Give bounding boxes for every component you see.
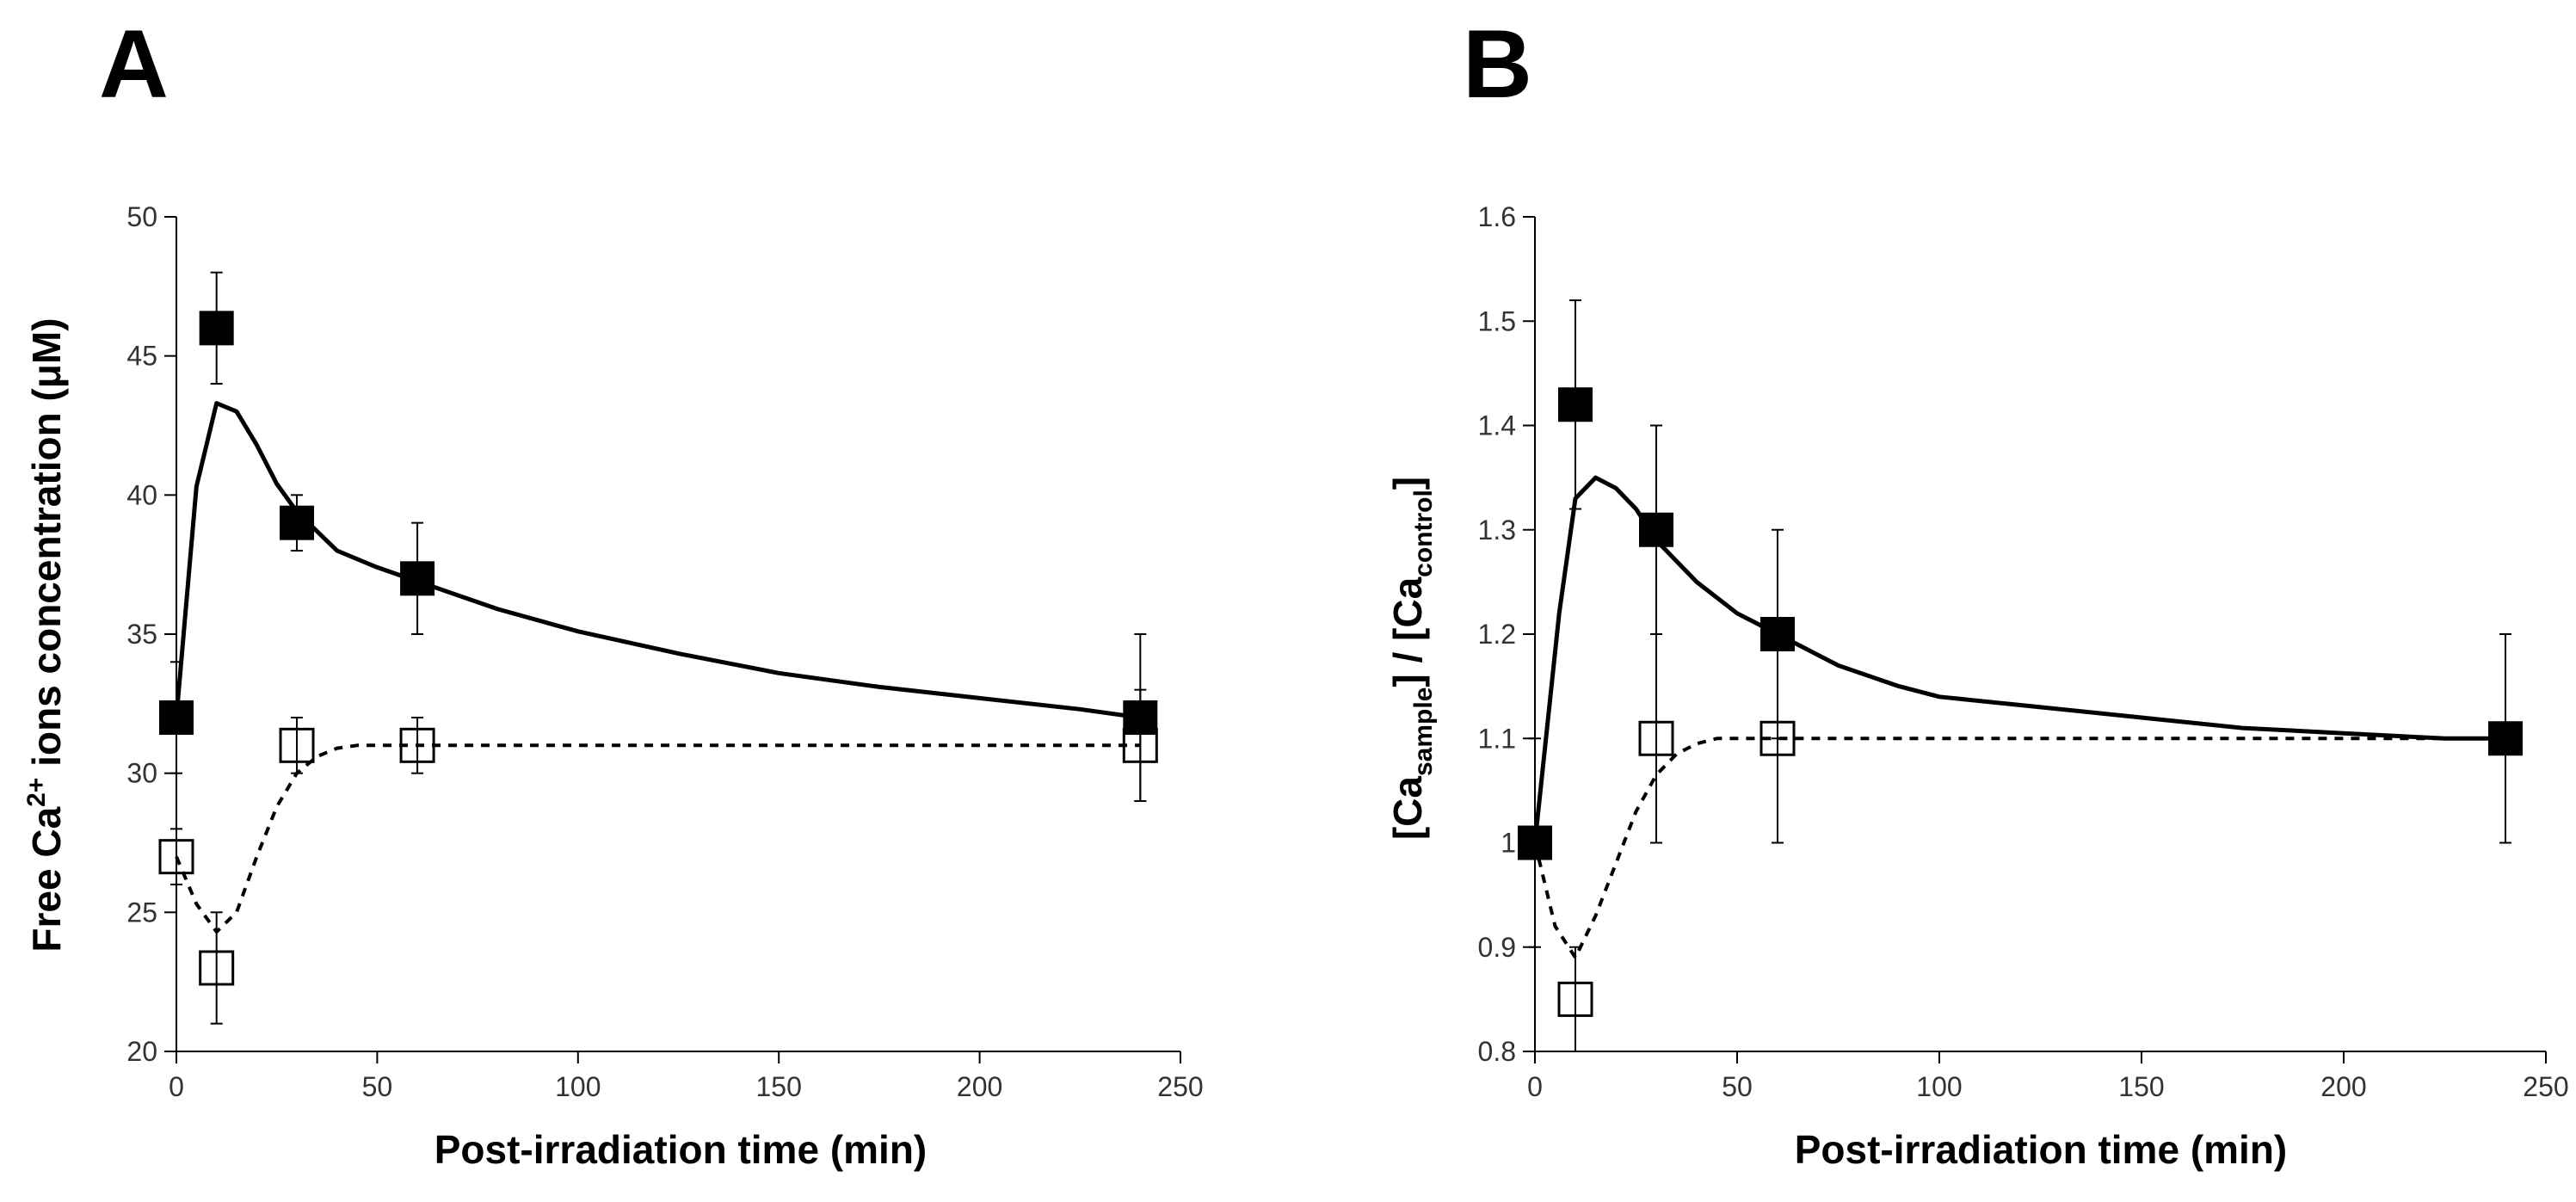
panel-a-control-point	[1122, 727, 1158, 763]
panel-b-control-point	[1759, 720, 1796, 756]
panel-a-y-tick-label: 30	[126, 758, 157, 789]
panel-a-axes: 20 25 30 35 40 45 50 0 50 100 150 200 250	[126, 201, 1203, 1102]
panel-b-y-tick-label: 1.4	[1478, 410, 1516, 441]
panel-b-control-fit-curve	[1533, 737, 2505, 959]
panel-a-irradiated-fit-curve	[174, 401, 1143, 720]
panel-a-irradiated-point	[400, 561, 435, 596]
panel-a-x-tick-label: 150	[756, 1071, 802, 1102]
panel-a-data-marks	[158, 271, 1158, 1025]
panel-a-y-tick-label: 35	[126, 619, 157, 650]
panel-b-data-marks	[1518, 299, 2523, 1052]
panel-a-control-fit-curve	[175, 743, 1141, 934]
panel-b-y-tick-label: 1.5	[1478, 305, 1516, 336]
panel-b-x-tick-label: 50	[1722, 1071, 1753, 1102]
panel-b-y-tick-label: 1.1	[1478, 723, 1516, 754]
panel-a-y-tick-label: 25	[126, 897, 157, 928]
panel-b-label: B	[1463, 10, 1532, 118]
panel-b-control-point	[1557, 981, 1593, 1017]
panel-a-irradiated-point	[199, 311, 234, 346]
panel-a: A 20 25 30 35 40 45 50 0 50 100 150 200 250 Post-irr…	[22, 10, 1204, 1172]
panel-a-x-tick-label: 250	[1157, 1071, 1203, 1102]
panel-b-x-tick-label: 200	[2320, 1071, 2366, 1102]
panel-b-x-tick-label: 250	[2523, 1071, 2568, 1102]
panel-b-irradiated-point	[1558, 387, 1593, 422]
panel-a-control-point	[279, 727, 315, 763]
panel-a-label: A	[99, 10, 169, 118]
panel-b: B 0.8 0.9 1 1.1 1.2 1.3 1.4 1.5 1.6 0 50 100 150 200 2…	[1385, 10, 2569, 1172]
panel-a-control-point	[399, 727, 435, 763]
panel-a-y-axis-title: Free Ca2+ ions concentration (μM)	[22, 317, 69, 952]
panel-b-axes: 0.8 0.9 1 1.1 1.2 1.3 1.4 1.5 1.6 0 50 100 150 200 250	[1478, 201, 2569, 1102]
panel-b-y-tick-label: 1	[1501, 828, 1516, 859]
panel-a-fit-curves	[174, 401, 1143, 934]
panel-b-y-axis-title: [Casample] / [Cacontrol]	[1385, 477, 1438, 840]
panel-a-x-tick-label: 0	[169, 1071, 184, 1102]
panel-b-x-tick-label: 100	[1916, 1071, 1962, 1102]
panel-a-irradiated-point	[159, 700, 194, 735]
panel-b-irradiated-point	[1639, 512, 1673, 547]
panel-b-control-point	[1638, 720, 1674, 756]
panel-b-fit-curves	[1532, 475, 2508, 959]
panel-a-x-tick-label: 200	[957, 1071, 1002, 1102]
panel-a-irradiated-point	[280, 505, 315, 540]
panel-a-y-tick-label: 50	[126, 201, 157, 232]
panel-b-y-tick-label: 1.3	[1478, 515, 1516, 546]
panel-a-control-point	[158, 839, 194, 875]
panel-a-y-tick-label: 20	[126, 1036, 157, 1067]
panel-a-x-tick-label: 50	[362, 1071, 393, 1102]
panel-b-irradiated-point	[1518, 825, 1552, 860]
panel-a-y-tick-label: 45	[126, 341, 157, 372]
panel-b-y-tick-label: 0.9	[1478, 932, 1516, 963]
panel-b-irradiated-fit-curve	[1532, 475, 2508, 845]
panel-b-y-tick-label: 1.2	[1478, 619, 1516, 650]
panel-b-x-axis-title: Post-irradiation time (min)	[1795, 1127, 2287, 1172]
panel-a-control-point	[199, 950, 235, 986]
panel-b-x-tick-label: 0	[1527, 1071, 1543, 1102]
panel-a-y-tick-label: 40	[126, 479, 157, 510]
panel-b-x-tick-label: 150	[2118, 1071, 2164, 1102]
panel-a-x-tick-label: 100	[555, 1071, 601, 1102]
panel-b-y-tick-label: 0.8	[1478, 1036, 1516, 1067]
panel-b-irradiated-point	[2488, 721, 2523, 756]
panel-b-y-tick-label: 1.6	[1478, 201, 1516, 232]
panel-a-x-axis-title: Post-irradiation time (min)	[434, 1127, 927, 1172]
